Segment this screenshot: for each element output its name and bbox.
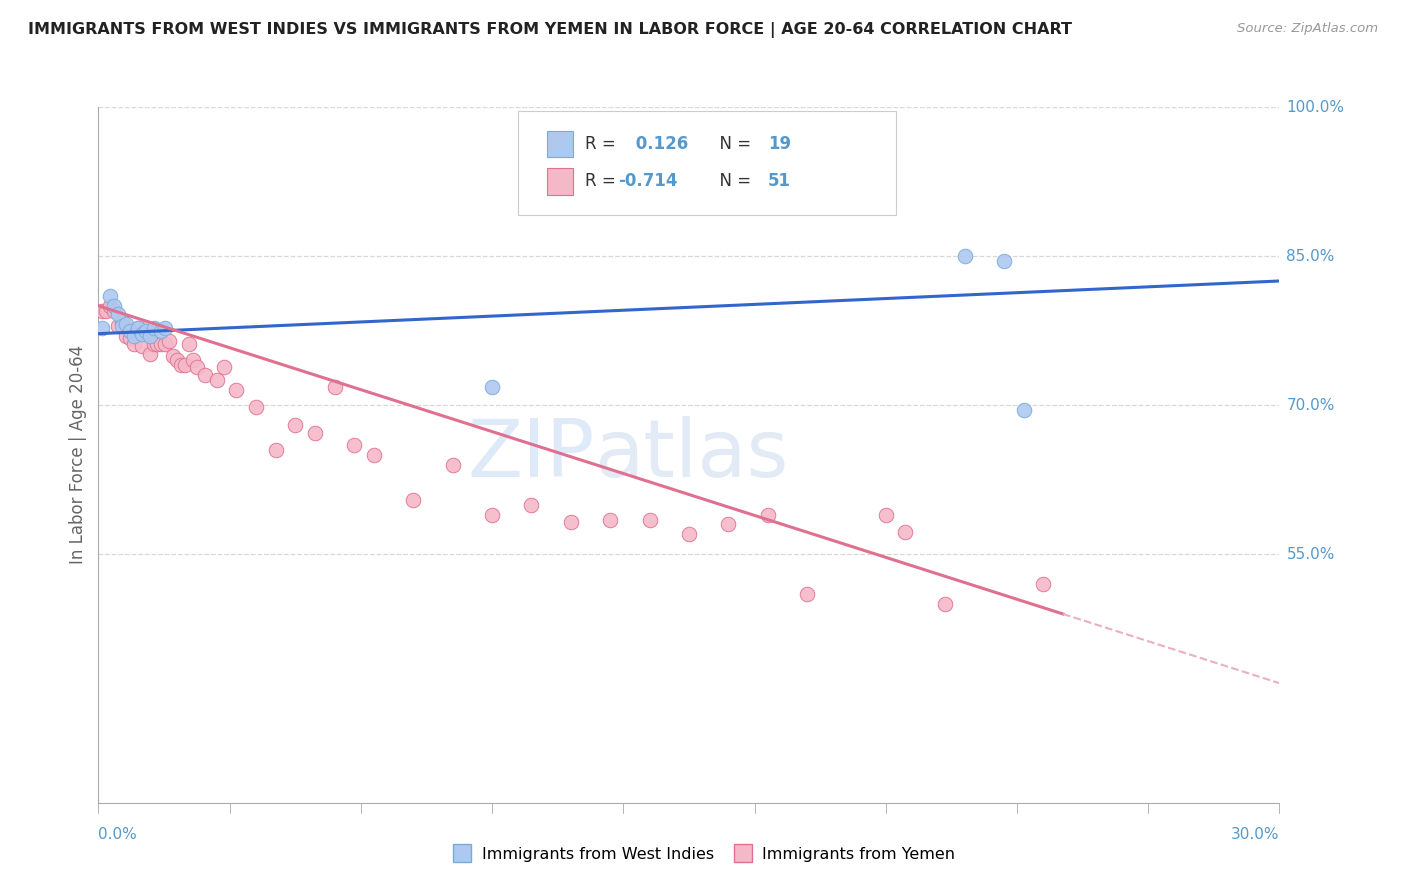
Point: [264, 442, 287, 457]
FancyBboxPatch shape: [517, 111, 896, 215]
Point: [107, 318, 129, 333]
Point: [441, 458, 464, 472]
Point: [214, 360, 236, 375]
Point: [520, 498, 543, 512]
Point: [98, 299, 121, 313]
Point: [155, 320, 177, 334]
Point: [717, 517, 740, 532]
Text: ZIP: ZIP: [467, 416, 595, 494]
Text: 0.0%: 0.0%: [98, 827, 138, 841]
Y-axis label: In Labor Force | Age 20-64: In Labor Force | Age 20-64: [69, 345, 87, 565]
Point: [142, 336, 165, 351]
Point: [205, 373, 228, 387]
Point: [177, 336, 200, 351]
Point: [111, 318, 134, 333]
Point: [1012, 403, 1035, 417]
Text: 19: 19: [768, 135, 792, 153]
Point: [343, 438, 366, 452]
Point: [170, 359, 193, 373]
Point: [481, 380, 503, 394]
Point: [135, 324, 157, 338]
Point: [678, 527, 700, 541]
Text: atlas: atlas: [595, 416, 789, 494]
Point: [894, 525, 917, 540]
Text: 55.0%: 55.0%: [1286, 547, 1334, 562]
Point: [150, 336, 173, 351]
Point: [135, 320, 157, 334]
Point: [181, 353, 204, 368]
Point: [118, 331, 141, 345]
Point: [138, 328, 160, 343]
Point: [162, 349, 184, 363]
Text: R =: R =: [585, 172, 621, 191]
Point: [142, 320, 165, 334]
Text: -0.714: -0.714: [619, 172, 678, 191]
Point: [875, 508, 897, 522]
Point: [122, 336, 145, 351]
Point: [245, 401, 267, 415]
Point: [796, 587, 818, 601]
Text: R =: R =: [585, 135, 621, 153]
Point: [115, 317, 138, 331]
Text: 100.0%: 100.0%: [1286, 100, 1344, 114]
Point: [166, 353, 188, 368]
Point: [111, 314, 134, 328]
Text: N =: N =: [709, 172, 756, 191]
Bar: [547, 169, 574, 194]
Point: [304, 425, 326, 440]
Point: [107, 307, 129, 321]
Text: IMMIGRANTS FROM WEST INDIES VS IMMIGRANTS FROM YEMEN IN LABOR FORCE | AGE 20-64 : IMMIGRANTS FROM WEST INDIES VS IMMIGRANT…: [28, 22, 1073, 38]
Point: [155, 336, 177, 351]
Bar: [547, 131, 574, 157]
Text: 70.0%: 70.0%: [1286, 398, 1334, 413]
Point: [138, 346, 160, 360]
Text: 0.126: 0.126: [630, 135, 688, 153]
Point: [127, 320, 149, 334]
Point: [122, 328, 145, 343]
Point: [194, 368, 217, 383]
Point: [118, 324, 141, 338]
Text: 85.0%: 85.0%: [1286, 249, 1334, 264]
Text: N =: N =: [709, 135, 756, 153]
Point: [993, 254, 1015, 268]
Point: [131, 326, 153, 341]
Point: [1032, 577, 1054, 591]
Point: [103, 299, 125, 313]
Point: [402, 492, 425, 507]
Point: [91, 320, 114, 334]
Point: [363, 448, 385, 462]
Point: [174, 359, 197, 373]
Point: [953, 249, 976, 263]
Point: [96, 303, 118, 318]
Point: [98, 289, 121, 303]
Point: [91, 303, 114, 318]
Legend: Immigrants from West Indies, Immigrants from Yemen: Immigrants from West Indies, Immigrants …: [444, 840, 962, 868]
Point: [157, 334, 180, 348]
Point: [284, 418, 307, 433]
Point: [127, 320, 149, 334]
Point: [934, 597, 956, 611]
Point: [150, 324, 173, 338]
Point: [638, 512, 661, 526]
Point: [186, 360, 208, 375]
Point: [103, 303, 125, 318]
Point: [756, 508, 779, 522]
Text: 51: 51: [768, 172, 792, 191]
Point: [225, 384, 247, 398]
Point: [481, 508, 503, 522]
Point: [560, 515, 582, 529]
Point: [323, 380, 346, 394]
Text: Source: ZipAtlas.com: Source: ZipAtlas.com: [1237, 22, 1378, 36]
Text: 30.0%: 30.0%: [1232, 827, 1279, 841]
Point: [115, 328, 138, 343]
Point: [146, 336, 169, 351]
Point: [599, 512, 621, 526]
Point: [131, 338, 153, 352]
